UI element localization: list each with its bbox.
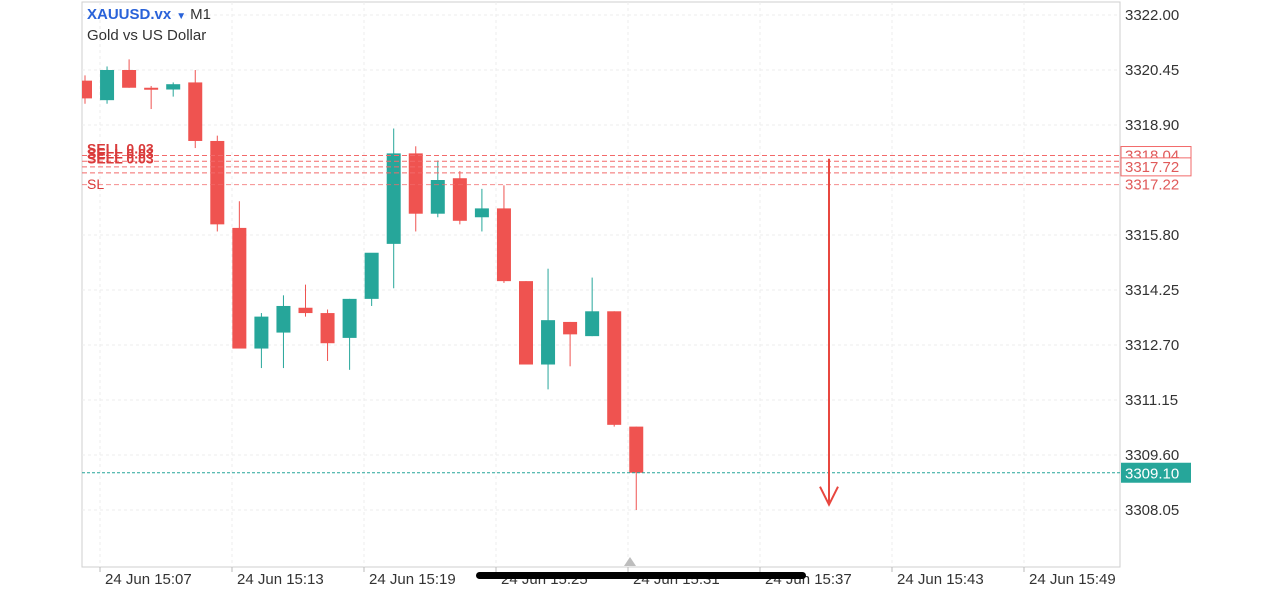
current-price-badge [1121,462,1191,483]
y-tick-label: 3309.60 [1125,447,1179,464]
candle-body [541,320,556,365]
candle[interactable] [607,311,622,427]
candle[interactable] [474,188,489,232]
candle[interactable] [563,321,578,367]
candle[interactable] [100,66,115,104]
home-indicator-bar[interactable] [476,572,806,579]
candle[interactable] [430,160,445,218]
candle-body [519,281,533,365]
candle-body [585,311,600,337]
candle[interactable] [82,75,92,104]
candle[interactable] [452,171,467,225]
down-arrow-head-icon [819,486,839,507]
sell-order-label: SELL 0.03 [87,146,154,162]
candle-body [474,208,489,218]
x-tick-label: 24 Jun 15:13 [237,571,324,588]
candle[interactable] [386,128,401,289]
x-tick-label: 24 Jun 15:49 [1029,571,1116,588]
candle-body [188,82,203,141]
candle[interactable] [408,146,423,232]
sell-order-label: SELL 0.03 [87,151,154,167]
y-tick-label: 3314.25 [1125,282,1179,299]
candle-body [607,311,622,425]
candle[interactable] [298,284,313,317]
candle-body [563,321,578,335]
y-tick-label: 3312.70 [1125,337,1179,354]
order-price-label: 3317.72 [1125,159,1179,176]
stop-loss-price-label: 3317.22 [1125,177,1179,194]
candle-body [364,252,379,299]
plot-frame [81,1,1121,568]
candle-body [122,70,137,88]
candle[interactable] [144,85,159,110]
y-tick-label: 3320.45 [1125,62,1179,79]
current-price-label: 3309.10 [1125,466,1179,483]
symbol-description: Gold vs US Dollar [87,27,207,44]
symbol-header[interactable]: XAUUSD.vx ▼ M1 [87,6,211,23]
candle-body [452,178,467,221]
candle-body [629,426,644,473]
candle[interactable] [541,268,556,390]
candle-body [144,87,159,90]
candle[interactable] [585,277,600,337]
y-tick-label: 3318.90 [1125,117,1179,134]
candle-body [320,313,335,344]
symbol-name[interactable]: XAUUSD.vx [87,6,172,23]
candle[interactable] [210,135,225,232]
candle-body [298,307,313,314]
candle-body [210,140,225,225]
candle[interactable] [254,313,269,369]
x-tick-label: 24 Jun 15:07 [105,571,192,588]
chart-axes: 3322.00 3320.45 3318.90 3315.80 3314.25 3312.… [99,7,1179,588]
candle-body [276,305,291,333]
sell-order-label: SELL 0.03 [87,141,154,157]
y-tick-label: 3308.05 [1125,502,1179,519]
candle-body [232,227,247,349]
candle-body [342,298,357,338]
candle-body [386,153,401,244]
candle[interactable] [276,295,291,369]
candle-body [166,84,181,90]
caret-down-icon[interactable]: ▼ [176,11,187,22]
candle[interactable] [364,252,379,306]
order-price-box [1120,157,1192,177]
candle[interactable] [188,70,203,149]
x-tick-label: 24 Jun 15:19 [369,571,456,588]
candle[interactable] [496,185,511,283]
y-tick-label: 3315.80 [1125,227,1179,244]
candle[interactable] [629,426,644,510]
scroll-marker-icon[interactable] [624,557,636,566]
stop-loss-label: SL [87,176,104,192]
candle-body [496,208,511,282]
candle[interactable] [232,201,247,349]
candle-body [100,70,115,101]
candle[interactable] [519,281,533,365]
candle[interactable] [320,309,335,361]
candle-body [430,180,445,214]
candle-body [254,316,269,349]
candlestick-series [82,59,644,510]
timeframe-label[interactable]: M1 [190,6,211,23]
candle[interactable] [342,298,357,370]
x-tick-label: 24 Jun 15:43 [897,571,984,588]
y-tick-label: 3311.15 [1125,392,1178,409]
candle[interactable] [122,59,137,88]
y-tick-label: 3322.00 [1125,7,1179,24]
candle-body [82,80,92,99]
candle[interactable] [166,82,181,97]
candle-body [408,153,423,214]
